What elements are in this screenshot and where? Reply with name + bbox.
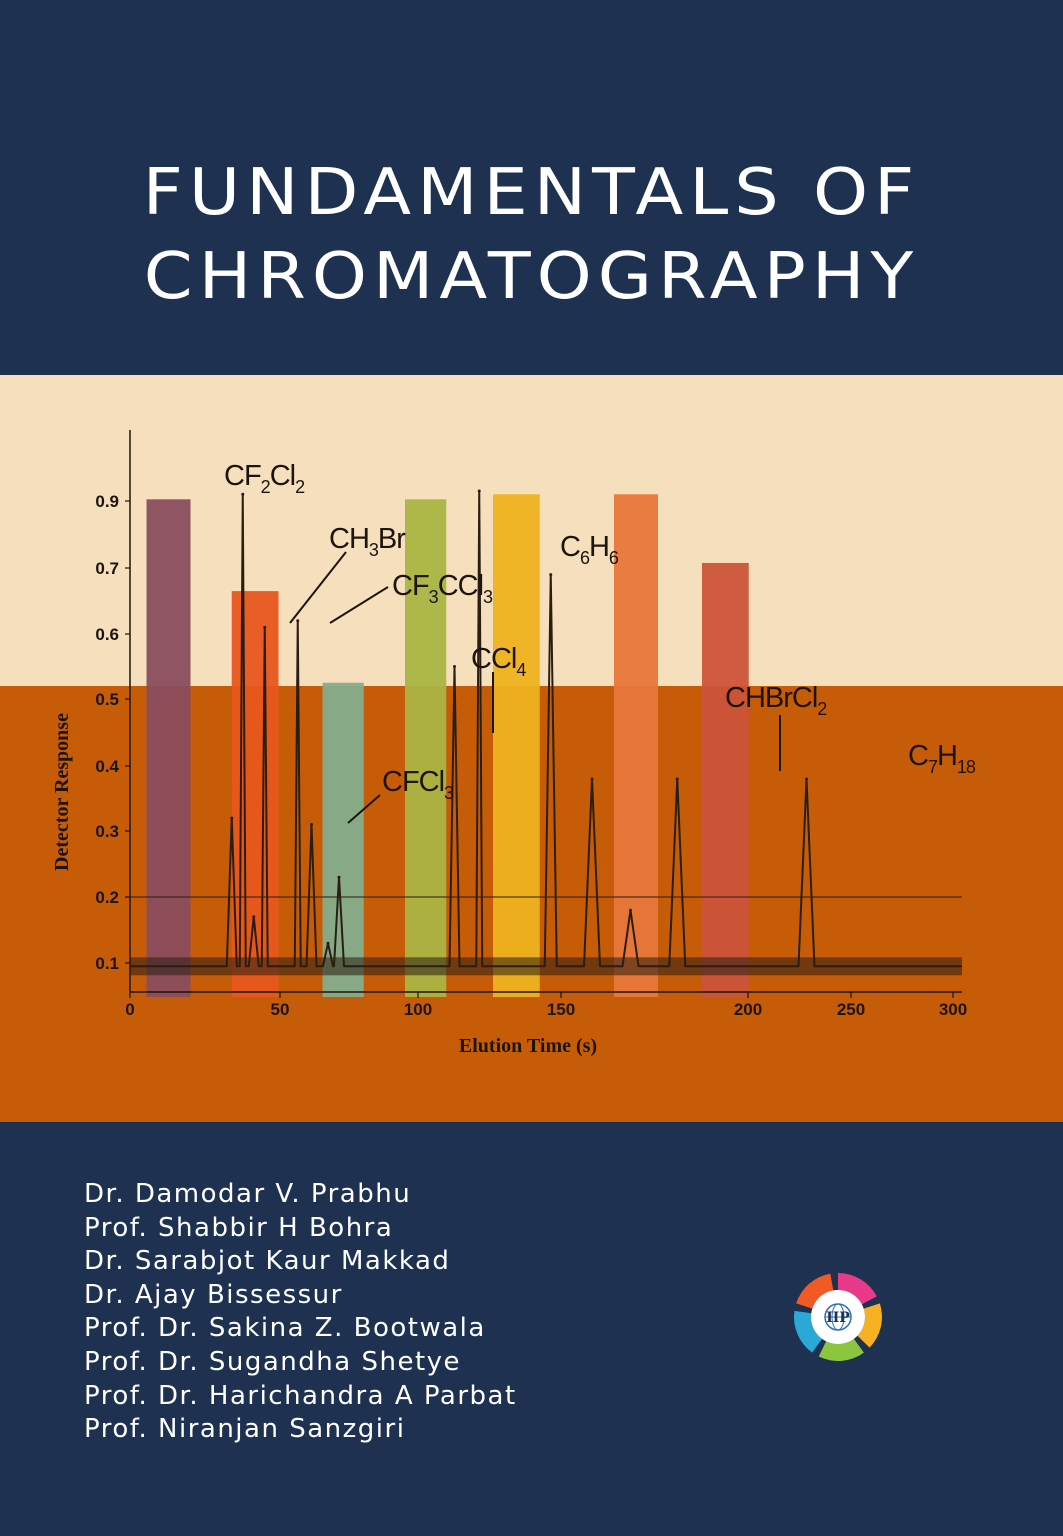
- author-name: Dr. Ajay Bissessur: [84, 1279, 343, 1310]
- y-tick-label: 0.1: [95, 954, 119, 973]
- x-axis-label: Elution Time (s): [459, 1035, 597, 1057]
- highlight-bar: [493, 494, 540, 997]
- y-tick-label: 0.2: [95, 888, 119, 907]
- y-tick-label: 0.5: [95, 690, 119, 709]
- author-name: Prof. Dr. Harichandra A Parbat: [84, 1380, 517, 1411]
- peak-label: CH3Br: [329, 523, 406, 560]
- peak-apex: [263, 625, 267, 629]
- peak-label: CFCl3: [382, 766, 454, 803]
- y-tick-label: 0.7: [95, 559, 119, 578]
- x-tick-label: 250: [837, 1000, 865, 1019]
- peak-apex: [549, 573, 553, 577]
- x-tick-label: 200: [734, 1000, 762, 1019]
- peak-label: CHBrCl2: [725, 682, 827, 719]
- peak-apex: [629, 908, 632, 912]
- author-name: Prof. Niranjan Sanzgiri: [84, 1414, 406, 1445]
- peak-apex: [241, 492, 245, 496]
- leader-line: [289, 551, 347, 624]
- highlight-bar: [405, 499, 447, 997]
- author-name: Prof. Shabbir H Bohra: [84, 1212, 394, 1243]
- title-line-2: CHROMATOGRAPHY: [143, 238, 920, 314]
- logo-arrow-segment: [838, 1273, 877, 1305]
- peak-label: CCl4: [471, 643, 526, 680]
- y-tick-label: 0.9: [95, 492, 119, 511]
- peak-apex: [453, 665, 456, 668]
- peak-apex: [337, 875, 341, 879]
- x-tick-label: 300: [939, 1000, 967, 1019]
- logo-arrow-segment: [796, 1273, 834, 1309]
- highlight-bar: [702, 562, 749, 997]
- publisher-logo: IIP: [794, 1273, 882, 1361]
- y-axis-label: Detector Response: [51, 713, 73, 871]
- logo-arrow-segment: [857, 1303, 882, 1348]
- y-tick-label: 0.6: [95, 625, 119, 644]
- peak-label: C6H6: [560, 531, 619, 568]
- author-name: Prof. Dr. Sugandha Shetye: [84, 1346, 462, 1377]
- peak-apex: [310, 823, 313, 826]
- x-tick-label: 150: [547, 1000, 575, 1019]
- logo-text: IIP: [826, 1310, 850, 1326]
- peak-label: CF2Cl2: [224, 460, 305, 497]
- baseline-noise: [130, 957, 962, 976]
- x-tick-label: 100: [404, 1000, 432, 1019]
- peak-apex: [230, 816, 234, 820]
- peak-apex: [675, 777, 679, 781]
- leader-line: [347, 794, 381, 824]
- peak-apex: [805, 777, 808, 781]
- title-line-1: FUNDAMENTALS OF: [142, 154, 921, 230]
- chromatogram-trace: [130, 489, 962, 976]
- logo-arrow-segment: [794, 1310, 823, 1353]
- peak-labels: CF2Cl2 CH3Br CF3CCl3 CFCl3 CCl4 C6H6 CHBrCl2 C7…: [224, 460, 977, 824]
- book-title: FUNDAMENTALS OF CHROMATOGRAPHY: [0, 150, 1063, 318]
- highlight-bar: [146, 499, 191, 997]
- peak-apex: [296, 619, 300, 623]
- highlight-bar: [614, 494, 658, 997]
- peak-apex: [590, 777, 594, 781]
- x-tick-label: 0: [125, 1000, 134, 1019]
- peak-label: C7H18: [908, 740, 976, 777]
- y-tick-label: 0.3: [95, 822, 119, 841]
- peak-apex: [252, 915, 256, 919]
- author-name: Dr. Sarabjot Kaur Makkad: [84, 1246, 451, 1277]
- author-list: Dr. Damodar V. Prabhu Prof. Shabbir H Boh…: [84, 1178, 517, 1447]
- leader-line: [329, 586, 389, 624]
- peak-label: CF3CCl3: [392, 570, 493, 607]
- logo-ring: [794, 1273, 882, 1361]
- x-tick-label: 50: [271, 1000, 290, 1019]
- peak-apex: [477, 489, 481, 493]
- logo-arrow-segment: [818, 1338, 864, 1361]
- chromatogram-chart: 0.1 0.2 0.3 0.4 0.5 0.6 0.7 0.9 0 50 100 150 200 250 3…: [51, 430, 977, 1057]
- author-name: Dr. Damodar V. Prabhu: [84, 1179, 412, 1209]
- peak-apex: [326, 941, 330, 945]
- y-tick-label: 0.4: [95, 757, 119, 776]
- author-name: Prof. Dr. Sakina Z. Bootwala: [84, 1313, 486, 1344]
